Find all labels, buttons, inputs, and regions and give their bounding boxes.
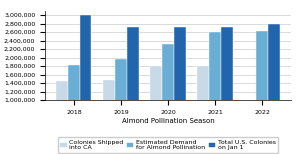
Bar	[197, 66, 209, 143]
Bar	[256, 31, 268, 143]
Y-axis label: Colonies: Colonies	[0, 41, 1, 70]
Bar	[80, 15, 92, 143]
Bar	[115, 59, 127, 143]
Bar	[221, 26, 233, 143]
Bar	[150, 66, 162, 143]
Bar	[209, 32, 221, 143]
Bar	[127, 27, 139, 143]
X-axis label: Almond Pollination Season: Almond Pollination Season	[122, 118, 214, 124]
Bar	[56, 81, 68, 143]
Bar	[68, 65, 80, 143]
Bar	[162, 44, 174, 143]
Legend: Colonies Shipped
into CA, Estimated Demand
for Almond Pollination, Total U.S. Co: Colonies Shipped into CA, Estimated Dema…	[58, 137, 278, 153]
Bar	[174, 26, 186, 143]
Bar	[103, 80, 115, 143]
Bar	[268, 24, 280, 143]
